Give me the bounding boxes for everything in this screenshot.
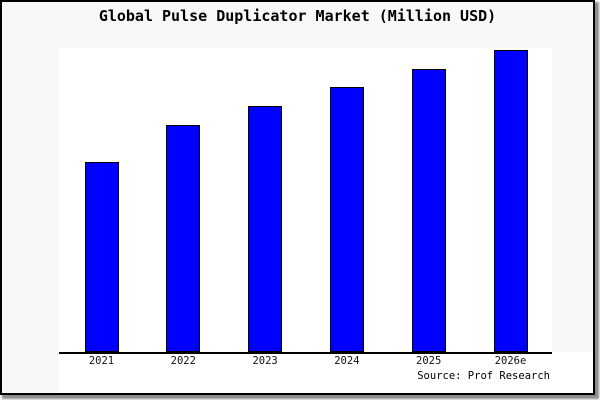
bars-layer xyxy=(2,2,593,393)
bar-2021 xyxy=(84,162,119,352)
x-tick-2025: 2025 xyxy=(416,355,442,367)
x-axis-line xyxy=(59,352,552,354)
x-tick-2023: 2023 xyxy=(252,355,278,367)
chart-title: Global Pulse Duplicator Market (Million … xyxy=(98,7,497,25)
axis-label-strip xyxy=(59,352,593,393)
bar-2023 xyxy=(248,106,283,352)
bar-2025 xyxy=(411,69,446,352)
plot-area xyxy=(59,48,552,352)
chart-card: Global Pulse Duplicator Market (Million … xyxy=(0,0,595,395)
x-tick-2021: 2021 xyxy=(88,355,115,367)
bar-2024 xyxy=(329,87,364,352)
bar-2022 xyxy=(166,125,201,352)
x-tick-2026e: 2026e xyxy=(494,355,527,367)
x-tick-labels: 2021 2022 2023 2024 2025 2026e xyxy=(2,2,593,393)
x-tick-2022: 2022 xyxy=(170,355,196,367)
x-tick-2024: 2024 xyxy=(334,355,360,367)
source-credit: Source: Prof Research xyxy=(417,370,550,382)
bar-2026e xyxy=(493,50,528,352)
